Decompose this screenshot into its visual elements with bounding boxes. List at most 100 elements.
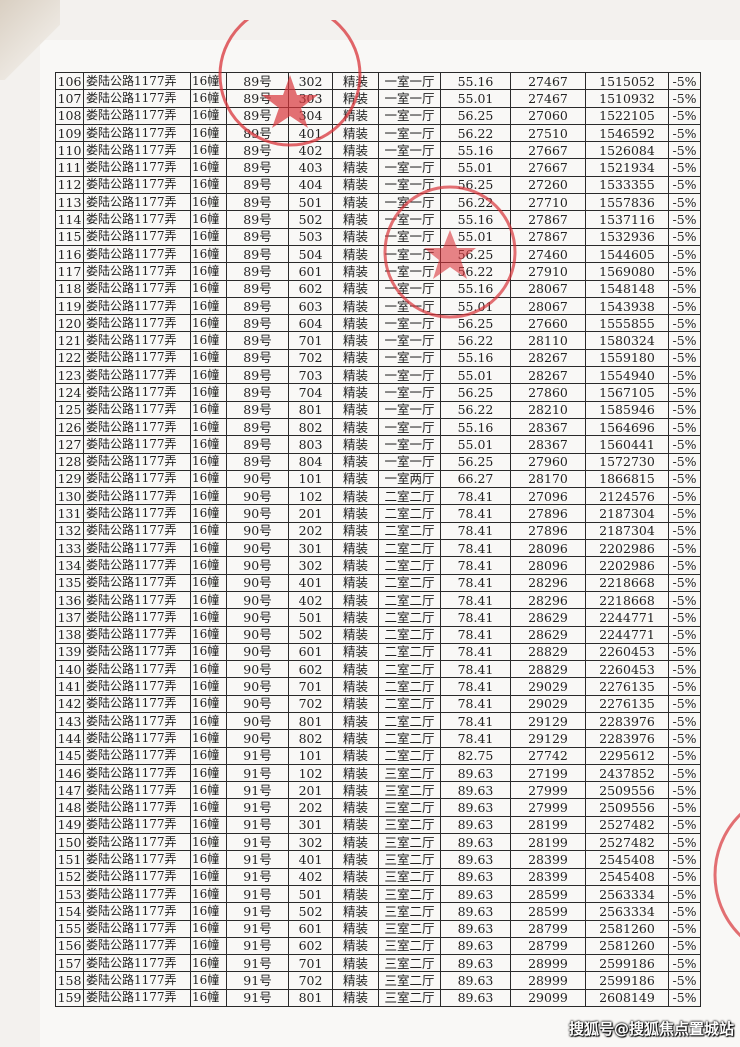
address-cell: 娄陆公路1177弄 [83, 452, 191, 471]
layout-cell: 三室二厅 [378, 971, 441, 990]
area-cell: 55.01 [440, 296, 511, 316]
address-cell: 娄陆公路1177弄 [83, 227, 191, 246]
decoration-cell: 精装 [332, 763, 379, 783]
row-number-cell: 116 [55, 244, 84, 264]
unit-price-cell: 28599 [510, 884, 586, 904]
decoration-cell: 精装 [332, 141, 379, 160]
building-cell: 16幢 [190, 227, 227, 246]
unit-price-cell: 28296 [510, 573, 586, 592]
layout-cell: 一室一厅 [378, 175, 441, 195]
decoration-cell: 精装 [332, 487, 379, 506]
address-cell: 娄陆公路1177弄 [83, 400, 191, 419]
unit-price-cell: 27960 [510, 452, 586, 471]
area-cell: 89.63 [440, 833, 511, 852]
layout-cell: 一室一厅 [378, 331, 441, 350]
decoration-cell: 精装 [332, 815, 379, 835]
unit-price-cell: 27896 [510, 504, 586, 523]
house-number-cell: 90号 [226, 504, 289, 523]
area-cell: 56.25 [440, 383, 511, 402]
unit-price-cell: 28367 [510, 435, 586, 454]
room-number-cell: 401 [288, 850, 333, 869]
layout-cell: 二室二厅 [378, 608, 441, 627]
area-cell: 78.41 [440, 694, 511, 713]
area-cell: 89.63 [440, 850, 511, 869]
layout-cell: 一室一厅 [378, 244, 441, 264]
building-cell: 16幢 [190, 435, 227, 454]
address-cell: 娄陆公路1177弄 [83, 573, 191, 592]
layout-cell: 一室一厅 [378, 417, 441, 437]
address-cell: 娄陆公路1177弄 [83, 954, 191, 973]
row-number-cell: 106 [55, 71, 84, 91]
address-cell: 娄陆公路1177弄 [83, 833, 191, 852]
house-number-cell: 89号 [226, 400, 289, 419]
building-cell: 16幢 [190, 262, 227, 281]
address-cell: 娄陆公路1177弄 [83, 608, 191, 627]
area-cell: 55.16 [440, 417, 511, 437]
address-cell: 娄陆公路1177弄 [83, 625, 191, 644]
house-number-cell: 89号 [226, 106, 289, 125]
unit-price-cell: 27999 [510, 798, 586, 817]
decoration-cell: 精装 [332, 348, 379, 368]
table-row: 145 娄陆公路1177弄 16幢 91号 101 精装 二室二厅 82.75 27742 229… [55, 746, 701, 765]
decoration-cell: 精装 [332, 781, 379, 800]
decoration-cell: 精装 [332, 123, 379, 143]
house-number-cell: 90号 [226, 573, 289, 592]
building-cell: 16幢 [190, 608, 227, 627]
total-price-cell: 2581260 [585, 919, 669, 938]
address-cell: 娄陆公路1177弄 [83, 262, 191, 281]
discount-cell: -5% [668, 123, 701, 143]
unit-price-cell: 28199 [510, 815, 586, 835]
building-cell: 16幢 [190, 348, 227, 368]
discount-cell: -5% [668, 279, 701, 298]
area-cell: 78.41 [440, 556, 511, 575]
house-number-cell: 89号 [226, 123, 289, 143]
room-number-cell: 201 [288, 504, 333, 523]
area-cell: 56.25 [440, 175, 511, 195]
address-cell: 娄陆公路1177弄 [83, 435, 191, 454]
room-number-cell: 604 [288, 314, 333, 333]
row-number-cell: 148 [55, 798, 84, 817]
room-number-cell: 803 [288, 435, 333, 454]
table-row: 134 娄陆公路1177弄 16幢 90号 302 精装 二室二厅 78.41 28096 220… [55, 556, 701, 575]
total-price-cell: 2276135 [585, 694, 669, 713]
room-number-cell: 302 [288, 833, 333, 852]
room-number-cell: 302 [288, 71, 333, 91]
house-number-cell: 91号 [226, 884, 289, 904]
total-price-cell: 2187304 [585, 504, 669, 523]
house-number-cell: 91号 [226, 919, 289, 938]
table-row: 126 娄陆公路1177弄 16幢 89号 802 精装 一室一厅 55.16 28367 156… [55, 417, 701, 437]
discount-cell: -5% [668, 504, 701, 523]
layout-cell: 二室二厅 [378, 504, 441, 523]
house-number-cell: 89号 [226, 244, 289, 264]
area-cell: 55.01 [440, 89, 511, 108]
address-cell: 娄陆公路1177弄 [83, 210, 191, 229]
unit-price-cell: 27867 [510, 227, 586, 246]
row-number-cell: 126 [55, 417, 84, 437]
building-cell: 16幢 [190, 867, 227, 886]
area-cell: 78.41 [440, 487, 511, 506]
layout-cell: 二室二厅 [378, 729, 441, 748]
total-price-cell: 2545408 [585, 867, 669, 886]
house-number-cell: 91号 [226, 815, 289, 835]
row-number-cell: 155 [55, 919, 84, 938]
room-number-cell: 704 [288, 383, 333, 402]
decoration-cell: 精装 [332, 884, 379, 904]
row-number-cell: 111 [55, 158, 84, 177]
room-number-cell: 702 [288, 348, 333, 368]
table-row: 158 娄陆公路1177弄 16幢 91号 702 精装 三室二厅 89.63 28999 259… [55, 971, 701, 990]
discount-cell: -5% [668, 833, 701, 852]
unit-price-cell: 29129 [510, 729, 586, 748]
building-cell: 16幢 [190, 452, 227, 471]
discount-cell: -5% [668, 677, 701, 696]
house-number-cell: 90号 [226, 729, 289, 748]
building-cell: 16幢 [190, 417, 227, 437]
address-cell: 娄陆公路1177弄 [83, 850, 191, 869]
total-price-cell: 1559180 [585, 348, 669, 368]
discount-cell: -5% [668, 193, 701, 212]
decoration-cell: 精装 [332, 106, 379, 125]
room-number-cell: 702 [288, 971, 333, 990]
house-number-cell: 91号 [226, 971, 289, 990]
room-number-cell: 501 [288, 608, 333, 627]
area-cell: 56.25 [440, 314, 511, 333]
table-row: 123 娄陆公路1177弄 16幢 89号 703 精装 一室一厅 55.01 28267 155… [55, 366, 701, 385]
